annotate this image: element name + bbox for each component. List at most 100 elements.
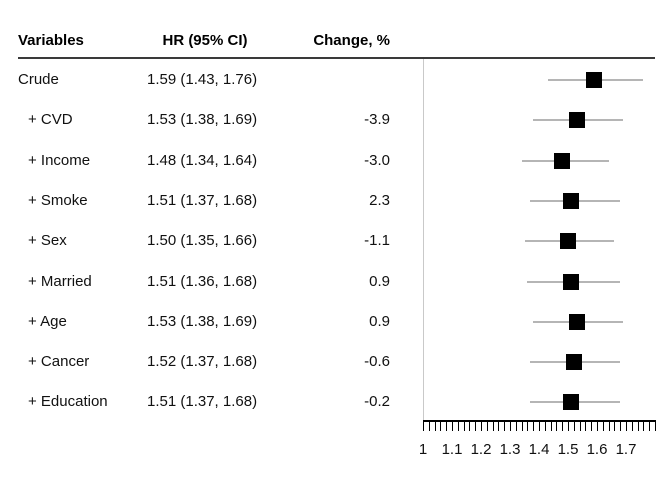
axis-tick [649, 422, 651, 431]
row-hr-ci-value: 1.50 (1.35, 1.66) [147, 232, 258, 250]
axis-tick [515, 422, 517, 431]
row-hr-ci-value: 1.52 (1.37, 1.68) [147, 353, 258, 371]
axis-tick [434, 422, 436, 431]
table-row: + Smoke 1.51 (1.37, 1.68) 2.3 [0, 191, 672, 211]
axis-tick-label: 1.7 [615, 441, 637, 458]
row-change-value: 0.9 [369, 272, 390, 290]
row-variable-label: + Cancer [28, 353, 90, 371]
row-hr-ci-value: 1.59 (1.43, 1.76) [147, 71, 258, 88]
axis-tick-label: 1.3 [499, 441, 521, 458]
hr-point-marker [568, 112, 585, 129]
axis-tick-label: 1.1 [441, 441, 463, 458]
axis-tick [631, 422, 633, 431]
axis-tick [452, 422, 453, 431]
hr-point-marker [586, 72, 603, 88]
column-header-hr-ci: HR (95% CI) [162, 32, 248, 49]
axis-tick-label: 1 [418, 441, 428, 458]
axis-tick [521, 422, 523, 431]
axis-tick [423, 422, 424, 431]
x-axis-line [423, 420, 656, 422]
row-variable-label: Crude [18, 71, 59, 88]
axis-tick [457, 422, 459, 431]
row-change-value: 0.9 [369, 312, 390, 330]
hr-point-marker [562, 192, 579, 209]
table-row: + Cancer 1.52 (1.37, 1.68) -0.6 [0, 352, 672, 372]
table-row: + CVD 1.53 (1.38, 1.69) -3.9 [0, 110, 672, 130]
column-header-variables: Variables [18, 32, 84, 49]
axis-tick [481, 422, 482, 431]
column-header-change: Change, % [313, 32, 390, 49]
axis-tick [573, 422, 575, 431]
axis-tick [626, 422, 627, 431]
axis-tick [544, 422, 546, 431]
axis-tick [510, 422, 511, 431]
axis-tick-label: 1.4 [528, 441, 550, 458]
table-row: + Married 1.51 (1.36, 1.68) 0.9 [0, 272, 672, 292]
row-hr-ci-value: 1.51 (1.37, 1.68) [147, 393, 258, 411]
row-change-value [290, 70, 390, 90]
row-variable-label: + Married [28, 272, 92, 290]
row-hr-ci-value: 1.53 (1.38, 1.69) [147, 312, 258, 330]
axis-tick [579, 422, 581, 431]
table-row: Crude 1.59 (1.43, 1.76) [0, 70, 672, 90]
axis-tick [492, 422, 494, 431]
axis-tick [475, 422, 477, 431]
reference-line [422, 59, 424, 420]
axis-tick [602, 422, 604, 431]
axis-tick [643, 422, 645, 431]
hr-point-marker [568, 313, 585, 330]
axis-tick [469, 422, 471, 431]
row-hr-ci-value: 1.51 (1.36, 1.68) [147, 272, 258, 290]
row-change-value: 2.3 [369, 191, 390, 209]
table-row: + Age 1.53 (1.38, 1.69) 0.9 [0, 312, 672, 332]
axis-tick [597, 422, 598, 431]
axis-tick-label: 1.6 [586, 441, 608, 458]
row-change-value: -3.9 [364, 111, 390, 129]
header-rule [18, 57, 655, 59]
table-row: + Sex 1.50 (1.35, 1.66) -1.1 [0, 231, 672, 251]
axis-tick [620, 422, 622, 431]
axis-tick [637, 422, 639, 431]
axis-tick [446, 422, 448, 431]
axis-tick [591, 422, 593, 431]
axis-tick-label: 1.2 [470, 441, 492, 458]
row-change-value: -3.0 [364, 151, 390, 169]
row-variable-label: + Smoke [28, 191, 88, 209]
axis-tick [527, 422, 529, 431]
row-variable-label: + CVD [28, 111, 73, 129]
hr-point-marker [565, 354, 582, 371]
axis-tick [550, 422, 552, 431]
row-hr-ci-value: 1.53 (1.38, 1.69) [147, 111, 258, 129]
row-variable-label: + Income [28, 151, 91, 169]
axis-tick [498, 422, 500, 431]
axis-tick [428, 422, 430, 431]
table-row: + Income 1.48 (1.34, 1.64) -3.0 [0, 151, 672, 171]
axis-tick [533, 422, 535, 431]
axis-tick [486, 422, 488, 431]
row-variable-label: + Sex [28, 232, 67, 250]
axis-tick [440, 422, 442, 431]
hr-point-marker [554, 152, 571, 169]
axis-tick [539, 422, 540, 431]
row-variable-label: + Age [28, 312, 67, 330]
axis-tick [614, 422, 616, 431]
row-variable-label: + Education [28, 393, 108, 411]
axis-tick [562, 422, 564, 431]
hr-point-marker [562, 273, 579, 290]
axis-tick [556, 422, 558, 431]
axis-tick [608, 422, 610, 431]
row-hr-ci-value: 1.51 (1.37, 1.68) [147, 191, 258, 209]
axis-tick [655, 422, 656, 431]
hr-point-marker [560, 233, 576, 250]
row-change-value: -1.1 [364, 232, 390, 250]
table-row: + Education 1.51 (1.37, 1.68) -0.2 [0, 392, 672, 412]
axis-tick [585, 422, 587, 431]
axis-tick [568, 422, 569, 431]
row-change-value: -0.2 [364, 393, 390, 411]
row-change-value: -0.6 [364, 353, 390, 371]
axis-tick [504, 422, 506, 431]
axis-tick [463, 422, 465, 431]
hr-point-marker [562, 394, 579, 411]
row-hr-ci-value: 1.48 (1.34, 1.64) [147, 151, 258, 169]
